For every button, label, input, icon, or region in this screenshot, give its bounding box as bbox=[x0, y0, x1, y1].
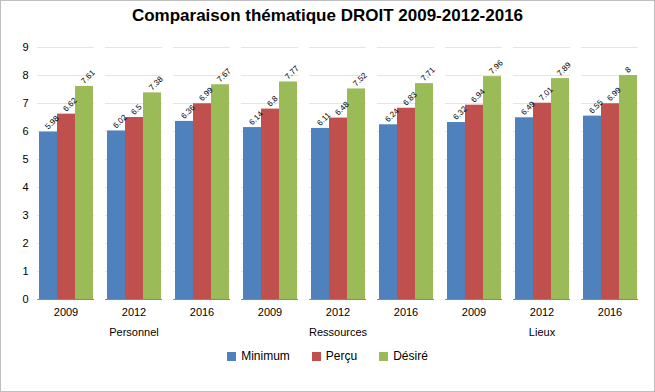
svg-text:Ressources: Ressources bbox=[309, 326, 368, 338]
svg-text:7.61: 7.61 bbox=[79, 68, 97, 86]
svg-text:6: 6 bbox=[22, 125, 28, 137]
svg-text:6.24: 6.24 bbox=[383, 106, 401, 124]
svg-text:6.5: 6.5 bbox=[129, 102, 144, 117]
svg-text:7.89: 7.89 bbox=[555, 60, 573, 78]
svg-text:4: 4 bbox=[22, 181, 28, 193]
html-text:Comparaison thématique DROIT 2: Comparaison thématique DROIT 2009-2012-2… bbox=[131, 6, 524, 25]
svg-text:6.32: 6.32 bbox=[451, 104, 469, 122]
svg-text:7.52: 7.52 bbox=[351, 70, 369, 88]
svg-text:2009: 2009 bbox=[258, 306, 282, 318]
svg-text:1: 1 bbox=[22, 265, 28, 277]
svg-text:5.98: 5.98 bbox=[43, 114, 61, 132]
svg-text:8: 8 bbox=[22, 69, 28, 81]
svg-text:2009: 2009 bbox=[462, 306, 486, 318]
svg-text:6.48: 6.48 bbox=[333, 100, 351, 118]
svg-text:7.71: 7.71 bbox=[419, 65, 437, 83]
svg-text:2: 2 bbox=[22, 237, 28, 249]
svg-text:2012: 2012 bbox=[326, 306, 350, 318]
svg-text:6.99: 6.99 bbox=[197, 85, 215, 103]
svg-text:6.83: 6.83 bbox=[401, 90, 419, 108]
svg-text:6.94: 6.94 bbox=[469, 87, 487, 105]
svg-text:7.01: 7.01 bbox=[537, 85, 555, 103]
svg-text:7.67: 7.67 bbox=[215, 66, 233, 84]
svg-text:Lieux: Lieux bbox=[529, 326, 556, 338]
svg-text:2012: 2012 bbox=[122, 306, 146, 318]
svg-text:6.02: 6.02 bbox=[111, 112, 129, 130]
svg-text:9: 9 bbox=[22, 41, 28, 53]
svg-text:5: 5 bbox=[22, 153, 28, 165]
svg-text:6.62: 6.62 bbox=[61, 96, 79, 114]
svg-text:6.55: 6.55 bbox=[587, 98, 605, 116]
svg-text:7: 7 bbox=[22, 97, 28, 109]
svg-text:0: 0 bbox=[22, 293, 28, 305]
svg-text:6.49: 6.49 bbox=[519, 99, 537, 117]
svg-text:7.77: 7.77 bbox=[283, 63, 301, 81]
svg-text:6.99: 6.99 bbox=[605, 85, 623, 103]
svg-text:6.8: 6.8 bbox=[265, 94, 280, 109]
svg-text:2012: 2012 bbox=[530, 306, 554, 318]
svg-text:8: 8 bbox=[623, 65, 633, 75]
html-text:Désiré: Désiré bbox=[393, 349, 428, 363]
svg-text:2009: 2009 bbox=[54, 306, 78, 318]
svg-text:Personnel: Personnel bbox=[109, 326, 159, 338]
svg-text:7.96: 7.96 bbox=[487, 58, 505, 76]
svg-text:7.38: 7.38 bbox=[147, 74, 165, 92]
html-text:Perçu: Perçu bbox=[325, 349, 358, 363]
svg-text:6.11: 6.11 bbox=[315, 110, 332, 127]
svg-text:6.14: 6.14 bbox=[247, 109, 265, 127]
svg-text:2016: 2016 bbox=[598, 306, 622, 318]
svg-text:3: 3 bbox=[22, 209, 28, 221]
svg-text:2016: 2016 bbox=[190, 306, 214, 318]
svg-text:6.36: 6.36 bbox=[179, 103, 197, 121]
svg-text:2016: 2016 bbox=[394, 306, 418, 318]
html-text:Minimum: Minimum bbox=[241, 349, 290, 363]
